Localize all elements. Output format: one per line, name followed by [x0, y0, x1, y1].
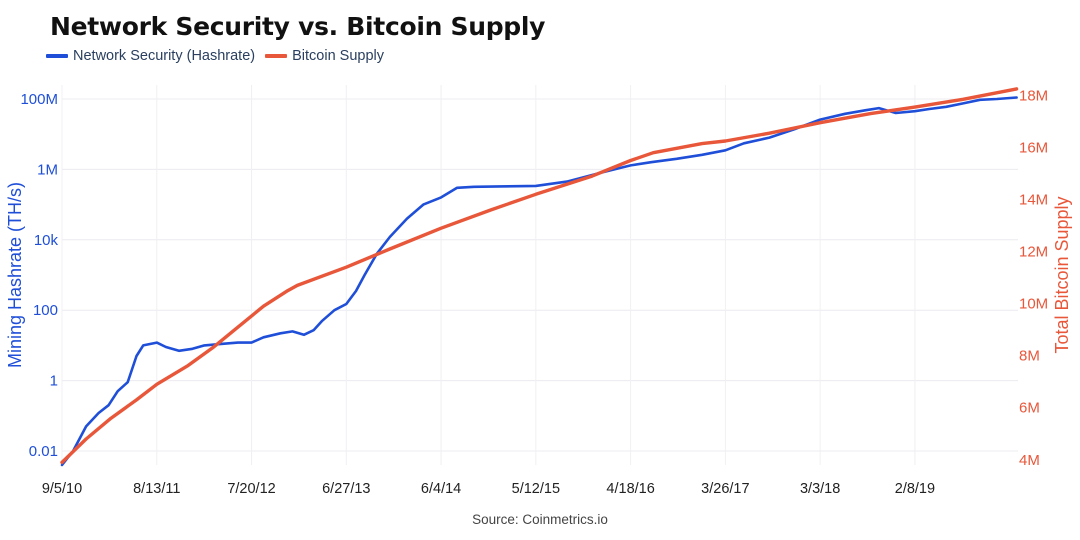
series-layer: [60, 87, 1019, 467]
legend-swatch-supply: [265, 54, 288, 58]
y-axis-left-title: Mining Hashrate (TH/s): [5, 182, 25, 368]
chart-source: Source: Coinmetrics.io: [472, 512, 608, 527]
y-axis-right-title: Total Bitcoin Supply: [1052, 196, 1072, 353]
y-right-tick-label: 8M: [1019, 348, 1040, 365]
x-tick-label: 6/4/14: [421, 481, 461, 497]
y-right-tick-label: 4M: [1019, 452, 1040, 469]
legend-swatch-hashrate: [46, 54, 68, 58]
x-tick-label: 5/12/15: [512, 481, 560, 497]
y-right-tick-label: 12M: [1019, 244, 1048, 261]
y-right-tick-label: 6M: [1019, 400, 1040, 417]
x-tick-label: 9/5/10: [42, 481, 82, 497]
series-line-hashrate: [60, 96, 1018, 467]
x-tick-label: 7/20/12: [227, 481, 275, 497]
x-tick-label: 3/3/18: [800, 481, 840, 497]
legend-label-hashrate: Network Security (Hashrate): [73, 48, 256, 64]
y-right-tick-label: 16M: [1019, 139, 1048, 156]
y-right-tick-label: 10M: [1019, 296, 1048, 313]
series-line-supply: [60, 87, 1019, 465]
x-tick-label: 8/13/11: [133, 481, 180, 497]
y-right-tick-label: 14M: [1019, 192, 1048, 209]
y-left-tick-label: 0.01: [29, 443, 58, 460]
x-tick-label: 3/26/17: [701, 481, 749, 497]
grid-layer: [61, 85, 1018, 465]
y-left-tick-label: 1M: [37, 161, 58, 178]
chart-title: Network Security vs. Bitcoin Supply: [50, 12, 546, 41]
legend-label-supply: Bitcoin Supply: [292, 48, 384, 64]
x-tick-label: 6/27/13: [322, 481, 370, 497]
y-left-tick-label: 1: [50, 373, 58, 390]
legend-item-hashrate[interactable]: Network Security (Hashrate): [46, 48, 255, 64]
y-left-tick-label: 100: [33, 302, 58, 319]
legend-item-supply[interactable]: Bitcoin Supply: [265, 48, 384, 64]
x-tick-label: 4/18/16: [606, 481, 654, 497]
x-tick-label: 2/8/19: [895, 481, 935, 497]
chart-legend: Network Security (Hashrate) Bitcoin Supp…: [46, 48, 394, 64]
tick-layer: 0.01 1 100 10k 1M 100M 4M 6M 8M 10M 12M 14M 16M 18M 9/…: [20, 87, 1048, 497]
y-left-tick-label: 100M: [20, 91, 58, 108]
y-left-tick-label: 10k: [34, 232, 59, 249]
y-right-tick-label: 18M: [1019, 87, 1048, 104]
